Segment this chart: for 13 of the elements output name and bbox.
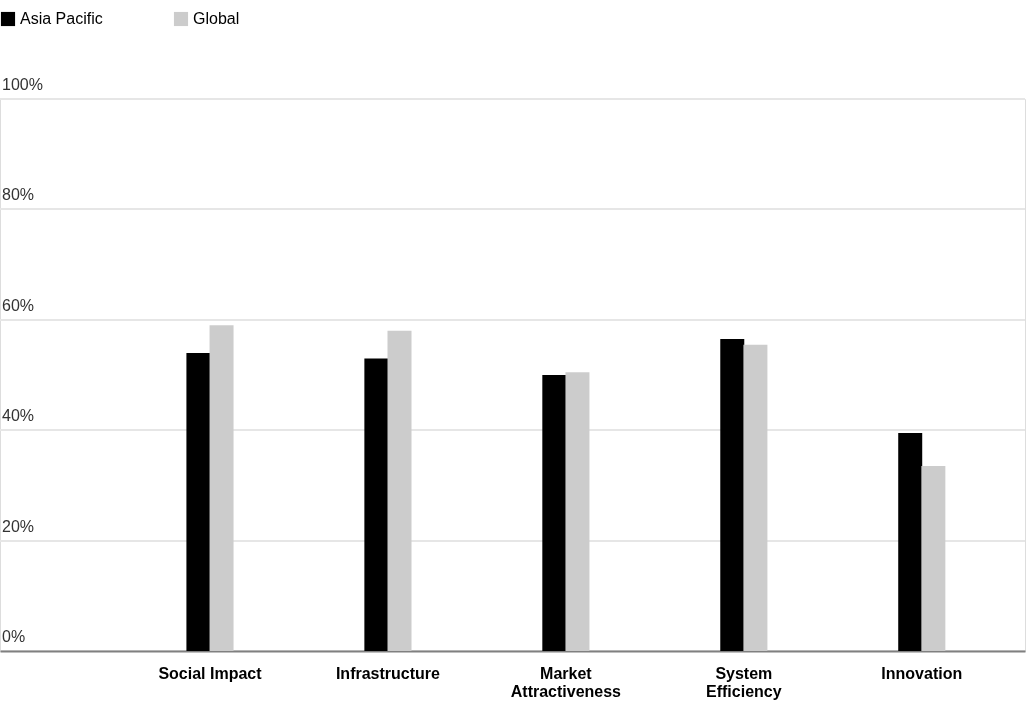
x-tick-label: System Efficiency: [706, 664, 782, 700]
y-tick-label: 60%: [2, 296, 35, 314]
y-tick-label: 100%: [2, 76, 43, 93]
y-tick-label: 80%: [2, 186, 35, 204]
legend-label: Global: [193, 10, 240, 27]
y-tick-label: 40%: [2, 407, 35, 425]
x-tick-label: Social Impact: [158, 664, 263, 682]
x-tick-label: Innovation: [881, 664, 963, 682]
y-tick-label: 0%: [2, 628, 26, 645]
y-tick-label: 20%: [2, 517, 35, 535]
legend-label: Asia Pacific: [20, 10, 103, 27]
x-tick-label: Market Attractiveness: [510, 664, 622, 700]
x-tick-label: Infrastructure: [335, 664, 441, 682]
